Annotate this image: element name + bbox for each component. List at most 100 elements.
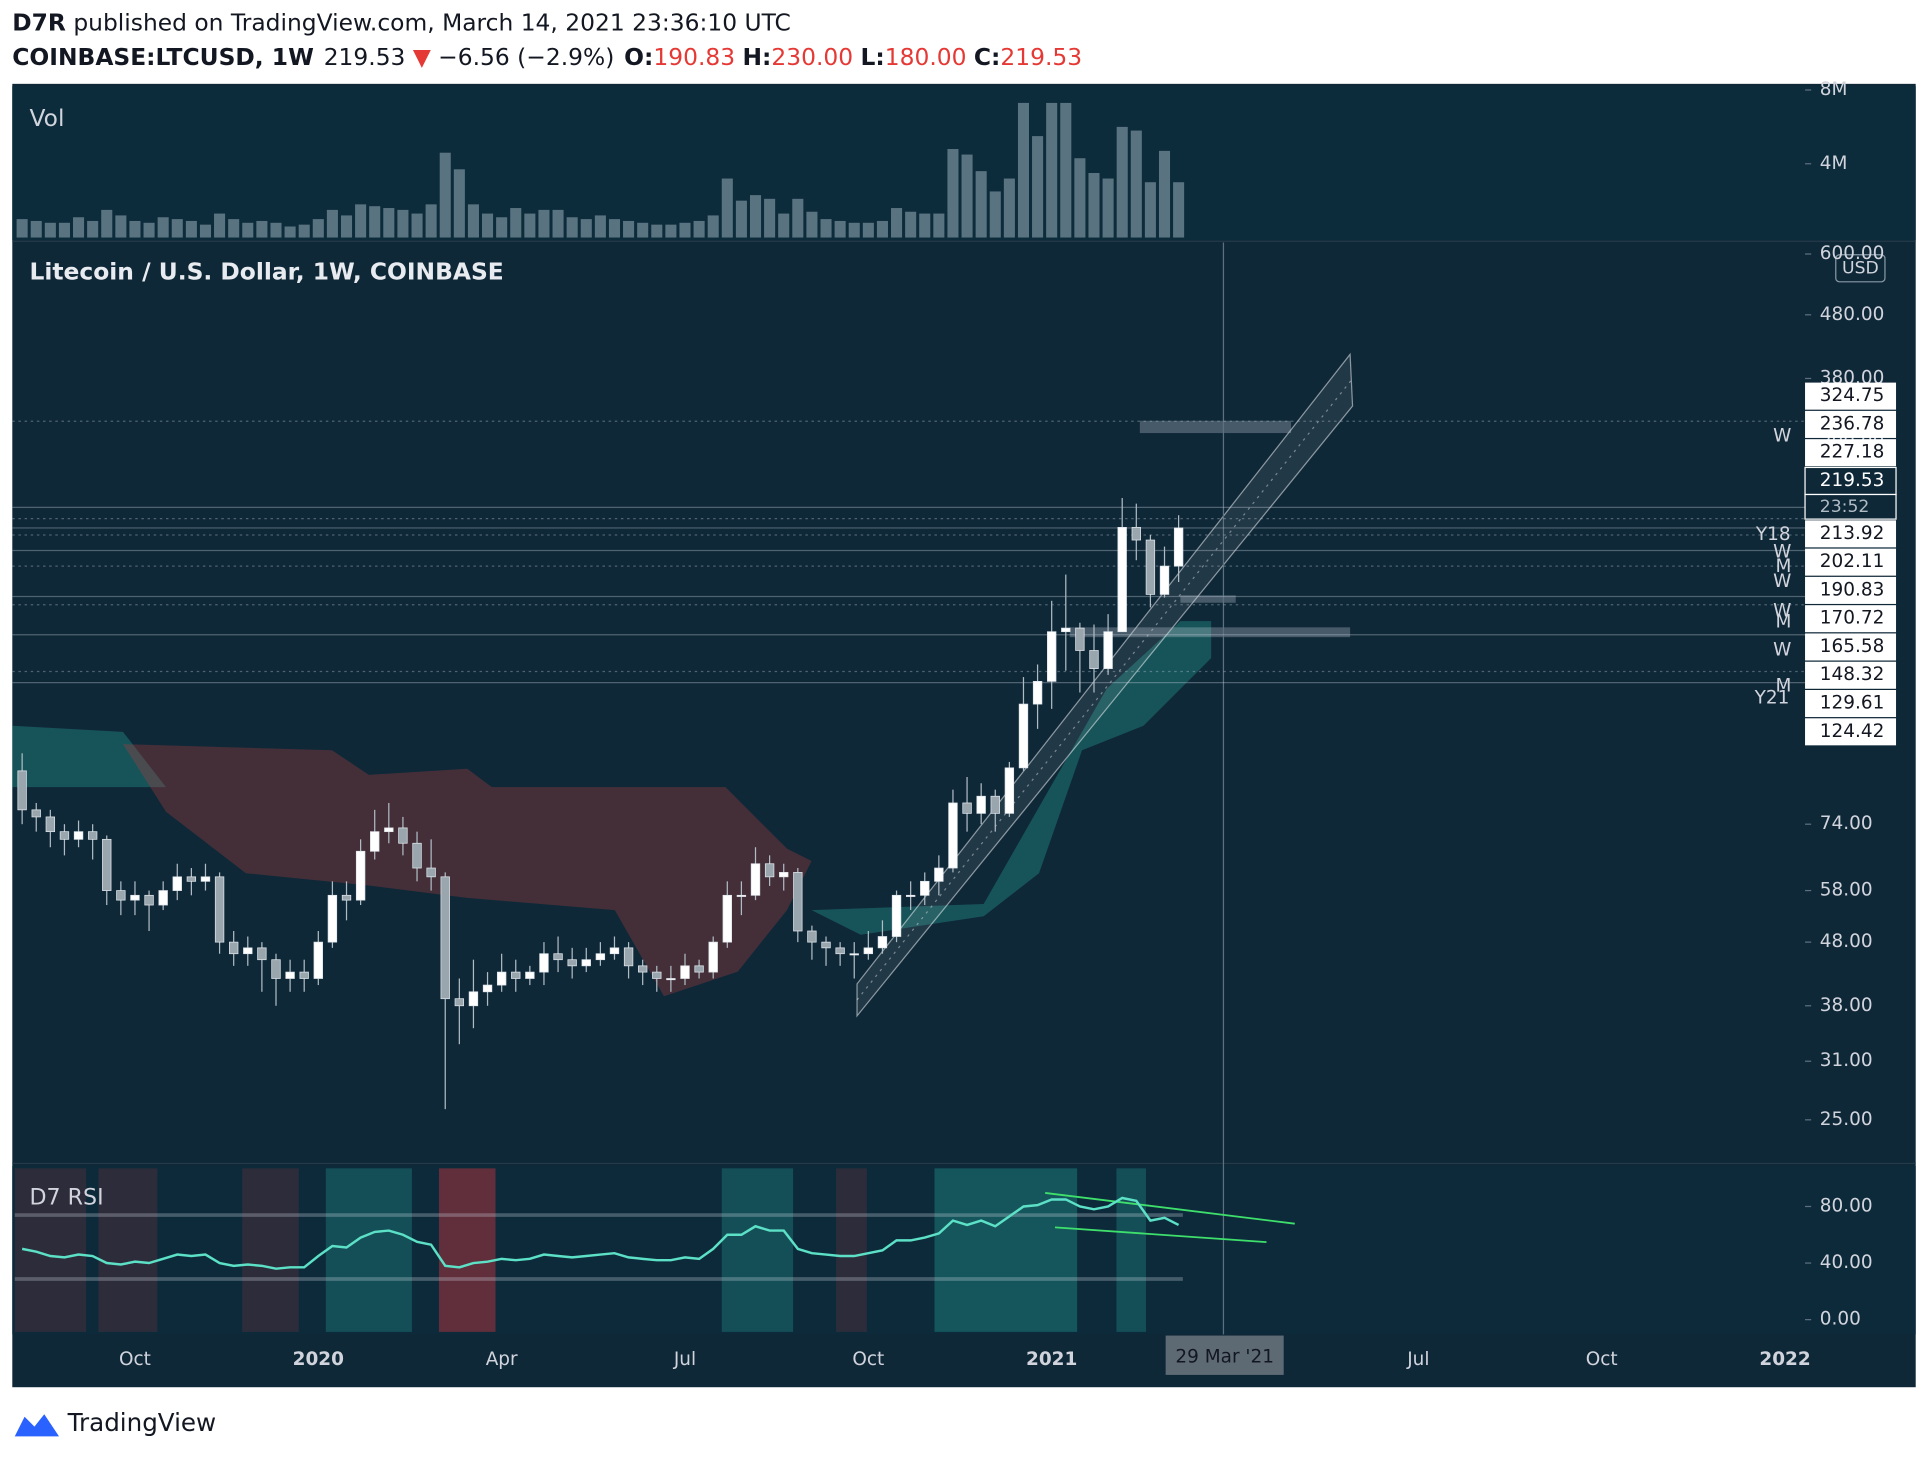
candle-body <box>1117 526 1127 633</box>
candle-body <box>1145 539 1156 595</box>
volume-bar <box>1144 182 1156 238</box>
candle-body <box>482 984 493 993</box>
candle-body <box>200 876 211 882</box>
volume-bar <box>340 215 353 238</box>
level-tag: Y21 <box>1754 688 1790 709</box>
volume-bar <box>16 219 28 238</box>
volume-bar <box>721 178 733 238</box>
volume-bar <box>1130 130 1142 238</box>
level-tag: W <box>1773 426 1791 447</box>
volume-bar <box>1003 178 1015 238</box>
symbol: COINBASE:LTCUSD, 1W <box>12 43 314 71</box>
y-tick-label: 80.00 <box>1820 1195 1873 1216</box>
candle-body <box>1159 565 1170 595</box>
y-tick-label: 58.00 <box>1820 880 1873 901</box>
candle-body <box>1089 650 1099 669</box>
cloud <box>12 725 166 788</box>
price-label-box <box>1805 690 1897 718</box>
volume-bar <box>87 220 99 238</box>
candle-body <box>1061 627 1071 633</box>
volume-bar <box>989 191 1001 238</box>
countdown-box <box>1804 493 1897 520</box>
volume-bar <box>961 154 973 238</box>
candle-body <box>1075 627 1085 651</box>
price-label: 124.42 <box>1820 721 1885 742</box>
price-label-box <box>1805 576 1897 604</box>
candle-body <box>102 838 112 891</box>
candle-body <box>1173 527 1184 567</box>
x-tick-label: 2021 <box>1026 1349 1077 1370</box>
candle-body <box>666 978 676 981</box>
volume-bar <box>58 222 70 238</box>
volume-bar <box>651 224 663 238</box>
candle-body <box>920 880 930 896</box>
volume-bar <box>425 204 437 238</box>
countdown: 23:52 <box>1820 497 1870 517</box>
open-value: 190.83 <box>653 43 735 71</box>
candle-body <box>609 947 620 955</box>
candle-body <box>779 872 789 878</box>
candle-body <box>313 941 323 979</box>
candle-body <box>821 941 831 949</box>
open-label: O: <box>624 43 653 71</box>
volume-bar <box>933 213 945 238</box>
publisher: D7R <box>12 8 66 36</box>
trendline <box>1045 1192 1295 1225</box>
level-tags: W Y18 W M W W M W M Y21 <box>1754 426 1792 709</box>
volume-bar <box>256 220 268 238</box>
brand-logo: TradingView <box>14 1408 216 1437</box>
y-tick-label: 480.00 <box>1820 304 1885 325</box>
volume-bar <box>510 208 522 238</box>
cloud <box>122 744 812 997</box>
candle-body <box>694 965 704 973</box>
candle-body <box>73 831 84 840</box>
volume-bar <box>242 222 254 238</box>
candle-body <box>1032 681 1043 705</box>
candle-body <box>299 971 309 979</box>
candle-body <box>905 894 916 897</box>
rsi-band <box>934 1168 1078 1332</box>
low-label: L: <box>861 43 885 71</box>
rsi-band <box>98 1168 158 1332</box>
zone <box>1139 420 1292 434</box>
volume-bar <box>298 224 310 238</box>
candle-body <box>257 947 267 961</box>
volume-bar <box>171 219 183 238</box>
volume-bar <box>185 220 197 238</box>
candle-body <box>454 998 465 1007</box>
volume-bar <box>749 195 762 238</box>
volume-bar <box>284 226 296 238</box>
volume-bar <box>806 211 818 238</box>
volume-bar <box>538 209 550 238</box>
candle-body <box>877 936 888 949</box>
crosshair-label: 29 Mar '21 <box>1175 1347 1274 1368</box>
price-label-box <box>1805 661 1897 689</box>
candle-body <box>1131 526 1141 541</box>
candle-body <box>1047 631 1057 682</box>
price-label: 129.61 <box>1820 693 1885 714</box>
currency-box <box>1835 254 1886 283</box>
volume-bar <box>947 149 959 238</box>
candle-body <box>144 894 154 906</box>
candle-body <box>764 863 775 878</box>
rsi-band <box>721 1168 794 1332</box>
volume-bar <box>580 219 592 238</box>
candle-body <box>807 930 817 943</box>
level-tag: M <box>1776 611 1792 632</box>
y-tick-label: 4M <box>1820 153 1848 174</box>
y-tick-label: 40.00 <box>1820 1252 1873 1273</box>
volume-bar <box>397 209 409 238</box>
volume-bar <box>129 220 141 238</box>
candle-body <box>849 953 859 956</box>
candle-body <box>398 827 408 844</box>
crosshair-tag <box>1165 1335 1284 1375</box>
volume-bar <box>1116 126 1128 238</box>
volume-bar <box>524 213 536 238</box>
rsi-band <box>836 1168 867 1332</box>
volume-bar <box>693 220 705 238</box>
rsi-band <box>438 1168 496 1332</box>
price-label-box <box>1805 605 1897 633</box>
price-label-box <box>1805 548 1897 576</box>
volume-bar <box>820 219 832 238</box>
price-label-box <box>1805 382 1897 410</box>
